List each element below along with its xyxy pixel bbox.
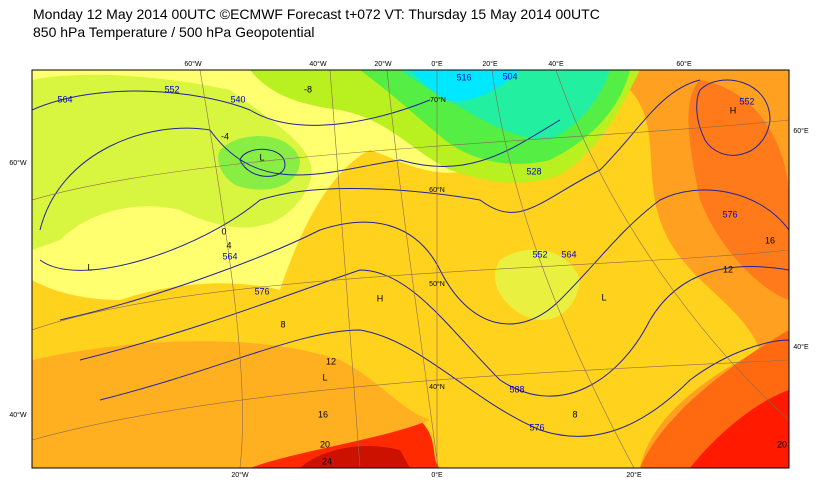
- pressure-center: L: [322, 372, 327, 382]
- graticule-label: 60°E: [793, 127, 809, 135]
- field: [32, 70, 789, 468]
- graticule-label: 60°E: [676, 60, 692, 68]
- graticule-label: 40°E: [548, 60, 564, 68]
- geopotential-label: 528: [526, 166, 541, 176]
- geopotential-label: 576: [254, 286, 269, 296]
- temperature-label: -4: [221, 131, 229, 141]
- hot-south-core: [300, 446, 410, 468]
- title: Monday 12 May 2014 00UTC ©ECMWF Forecast…: [33, 6, 600, 22]
- warmer-east: [688, 80, 789, 300]
- graticule-label: 40°W: [9, 411, 27, 419]
- temperature-label: 12: [723, 264, 733, 274]
- temperature-label: 4: [226, 240, 231, 250]
- temperature-label: 12: [326, 356, 336, 366]
- graticule-label: 20°W: [231, 471, 249, 479]
- temperature-label: 16: [318, 409, 328, 419]
- geopotential-label: 504: [502, 71, 517, 81]
- graticule-label: 60°W: [184, 60, 202, 68]
- graticule-label: 60°N: [429, 186, 445, 194]
- graticule-label: 0°E: [431, 471, 443, 479]
- pressure-center: L: [601, 292, 606, 302]
- geopotential-label: 588: [509, 384, 524, 394]
- graticule-label: 50°N: [429, 280, 445, 288]
- cold-pocket: [218, 136, 300, 190]
- temperature-label: 8: [280, 319, 285, 329]
- graticule-label: 0°E: [431, 60, 443, 68]
- graticule-label: 40°N: [429, 383, 445, 391]
- graticule-label: 70°N: [430, 96, 446, 104]
- temperature-label: 24: [322, 456, 332, 466]
- map-frame: [31, 69, 790, 469]
- graticule-label: 20°E: [482, 60, 498, 68]
- temperature-label: 0: [221, 226, 226, 236]
- graticule-label: 40°E: [793, 343, 809, 351]
- geopotential-label: 552: [532, 249, 547, 259]
- pressure-center: H: [377, 293, 384, 303]
- geopotential-label: 540: [230, 94, 245, 104]
- pressure-center: H: [730, 105, 737, 115]
- temperature-label: 16: [765, 235, 775, 245]
- coldest-north: [410, 70, 520, 101]
- temperature-label: 20: [777, 439, 787, 449]
- geopotential-contours: [32, 79, 789, 437]
- pressure-center: L: [87, 262, 92, 272]
- geopotential-label: 552: [164, 84, 179, 94]
- geopotential-label: 576: [722, 209, 737, 219]
- geopotential-label: 516: [456, 72, 471, 82]
- warm-southwest: [32, 341, 430, 468]
- temperature-label: 8: [572, 409, 577, 419]
- temperature-label: 20: [320, 439, 330, 449]
- graticule-label: 20°E: [626, 471, 642, 479]
- graticule-label: 40°W: [309, 60, 327, 68]
- subtitle: 850 hPa Temperature / 500 hPa Geopotenti…: [33, 24, 315, 40]
- graticule-label: 60°W: [9, 159, 27, 167]
- cool-pocket: [495, 249, 580, 320]
- temperature-label: -8: [304, 84, 312, 94]
- geopotential-label: 564: [561, 249, 576, 259]
- geopotential-label: 564: [57, 94, 72, 104]
- geopotential-label: 576: [529, 422, 544, 432]
- cool-west: [32, 74, 312, 250]
- geopotential-label: 564: [222, 251, 237, 261]
- hot-southeast-core: [690, 390, 789, 468]
- graticule-label: 20°W: [374, 60, 392, 68]
- geopotential-label: 552: [739, 96, 754, 106]
- pressure-center: L: [259, 152, 264, 162]
